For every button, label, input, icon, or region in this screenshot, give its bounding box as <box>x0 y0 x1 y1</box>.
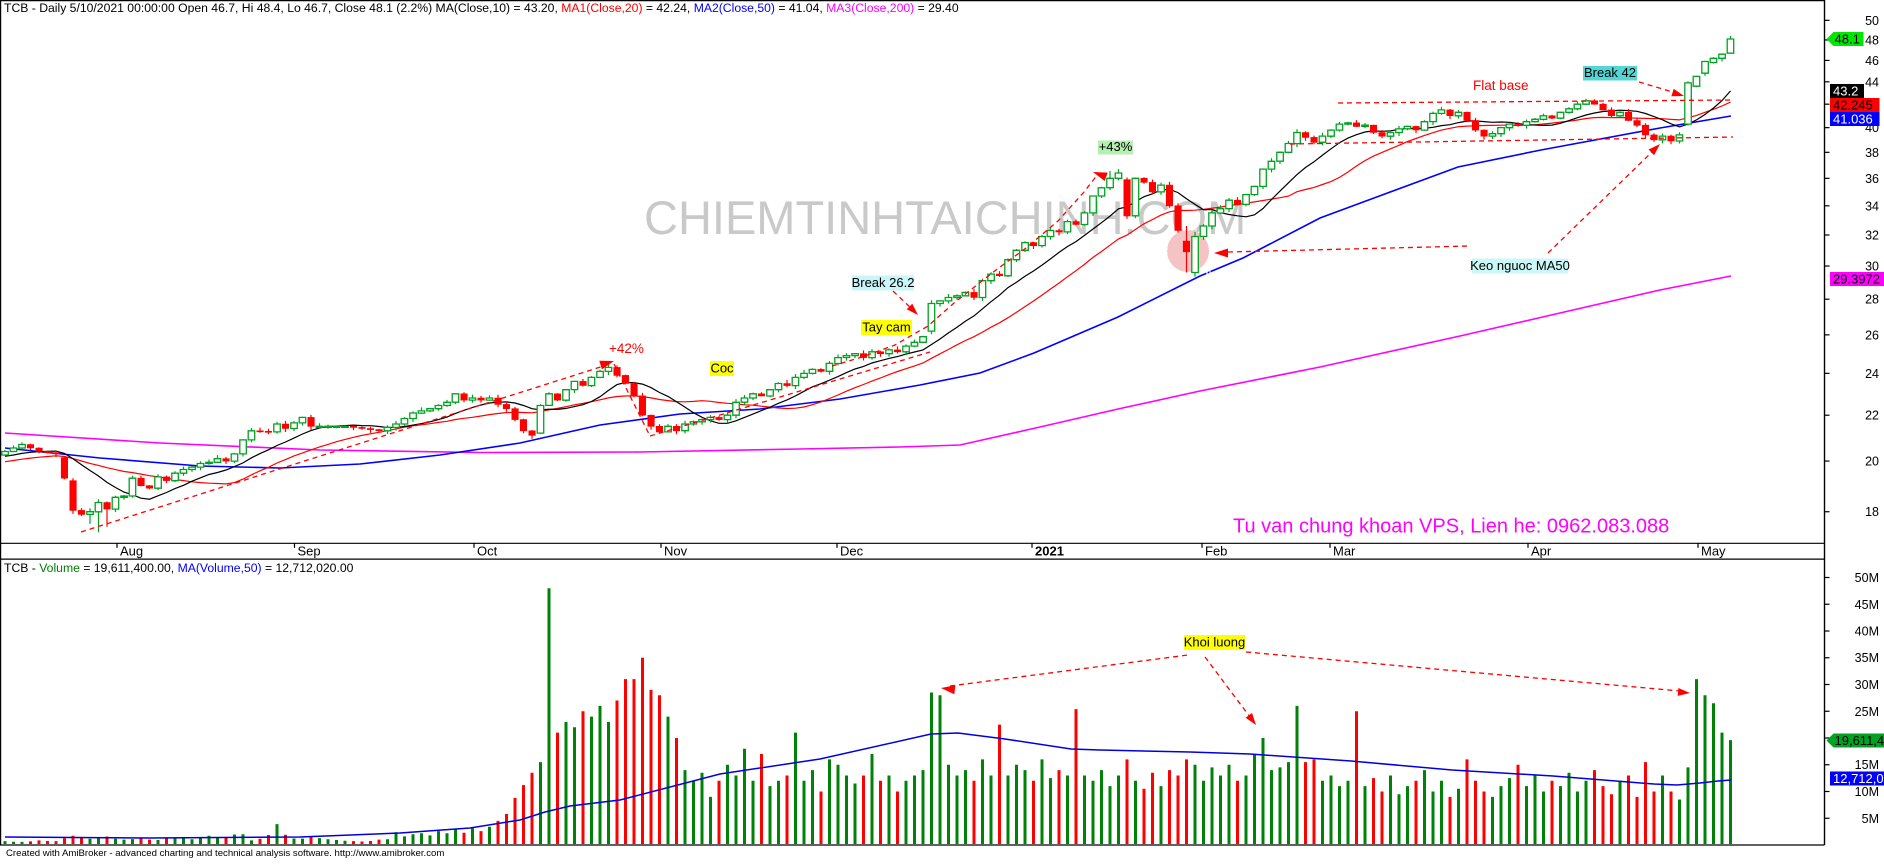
svg-text:45M: 45M <box>1855 598 1879 612</box>
svg-text:22: 22 <box>1865 409 1879 423</box>
svg-text:Feb: Feb <box>1205 544 1227 559</box>
svg-text:18: 18 <box>1865 505 1879 519</box>
svg-text:36: 36 <box>1865 172 1879 186</box>
svg-text:Apr: Apr <box>1531 544 1552 559</box>
svg-text:35M: 35M <box>1855 651 1879 665</box>
svg-text:38: 38 <box>1865 146 1879 160</box>
svg-text:Break 26.2: Break 26.2 <box>852 275 915 290</box>
svg-text:10M: 10M <box>1855 785 1879 799</box>
svg-text:25M: 25M <box>1855 705 1879 719</box>
svg-text:Nov: Nov <box>664 544 688 559</box>
svg-text:42.245: 42.245 <box>1833 98 1873 113</box>
svg-text:+42%: +42% <box>609 341 644 356</box>
svg-text:Sep: Sep <box>298 544 321 559</box>
svg-text:2021: 2021 <box>1035 544 1064 559</box>
svg-text:Created with AmiBroker - advan: Created with AmiBroker - advanced charti… <box>6 848 444 859</box>
svg-text:Tay cam: Tay cam <box>862 320 910 335</box>
svg-text:5M: 5M <box>1862 812 1879 826</box>
svg-text:28: 28 <box>1865 293 1879 307</box>
svg-text:Keo nguoc MA50: Keo nguoc MA50 <box>1470 258 1570 273</box>
svg-text:29.3972: 29.3972 <box>1833 272 1880 287</box>
svg-text:Flat base: Flat base <box>1473 78 1529 93</box>
svg-text:34: 34 <box>1865 199 1879 213</box>
svg-text:TCB - Daily 5/10/2021 00:00:00: TCB - Daily 5/10/2021 00:00:00 Open 46.7… <box>4 1 959 15</box>
svg-text:44: 44 <box>1865 75 1879 89</box>
svg-text:30M: 30M <box>1855 678 1879 692</box>
svg-text:24: 24 <box>1865 367 1879 381</box>
svg-text:19,611,40: 19,611,40 <box>1835 733 1884 748</box>
svg-text:32: 32 <box>1865 229 1879 243</box>
svg-text:May: May <box>1701 544 1726 559</box>
svg-text:Coc: Coc <box>710 361 734 376</box>
svg-text:Mar: Mar <box>1333 544 1356 559</box>
svg-text:Tu van chung khoan VPS, Lien h: Tu van chung khoan VPS, Lien he: 0962.08… <box>1233 516 1669 538</box>
svg-text:26: 26 <box>1865 328 1879 342</box>
svg-text:41.036: 41.036 <box>1833 112 1873 127</box>
svg-text:Oct: Oct <box>477 544 498 559</box>
svg-text:12,712,02: 12,712,02 <box>1833 771 1884 786</box>
svg-text:+43%: +43% <box>1099 139 1133 154</box>
svg-text:48: 48 <box>1865 34 1879 48</box>
svg-text:43.2: 43.2 <box>1833 84 1858 99</box>
svg-text:TCB - Volume = 19,611,400.00,: TCB - Volume = 19,611,400.00, MA(Volume,… <box>4 561 354 575</box>
svg-text:20: 20 <box>1865 455 1879 469</box>
svg-text:Khoi luong: Khoi luong <box>1184 635 1245 650</box>
svg-text:Aug: Aug <box>120 544 143 559</box>
svg-text:50M: 50M <box>1855 571 1879 585</box>
svg-text:40M: 40M <box>1855 625 1879 639</box>
svg-text:48.1: 48.1 <box>1835 31 1860 46</box>
svg-text:Dec: Dec <box>840 544 864 559</box>
svg-text:50: 50 <box>1865 14 1879 28</box>
svg-text:46: 46 <box>1865 54 1879 68</box>
svg-text:Break 42: Break 42 <box>1584 65 1636 80</box>
